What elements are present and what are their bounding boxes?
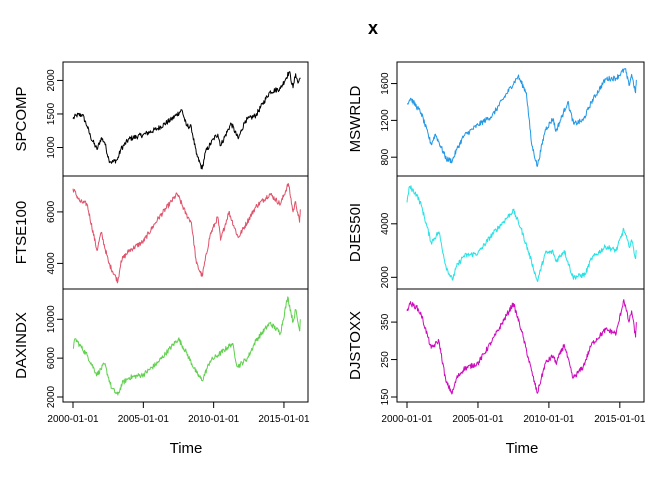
x-tick-label: 2010-01-01 (188, 414, 240, 425)
y-tick-label: 2000 (46, 385, 57, 408)
panel-djstoxx: 150 250 350 DJSTOXX 2000-01-01 2005-01-01 2010… (347, 288, 646, 425)
y-tick-label: 250 (380, 351, 391, 368)
panel-djes50i: 2000 4000 DJES50I (347, 175, 645, 290)
series-label-mswrld: MSWRLD (347, 86, 364, 153)
panel-frame (62, 175, 309, 290)
x-tick-label: 2015-01-01 (594, 414, 646, 425)
y-tick-label: 1600 (380, 72, 391, 95)
series-line-djes50i (406, 185, 637, 282)
panel-frame (62, 61, 309, 177)
y-tick-label: 2000 (380, 266, 391, 289)
x-tick-label: 2010-01-01 (523, 414, 575, 425)
x-tick-label: 2000-01-01 (381, 414, 433, 425)
x-axis-title-left: Time (170, 440, 203, 457)
x-tick-label: 2015-01-01 (258, 414, 310, 425)
y-tick-label: 350 (380, 313, 391, 330)
series-line-daxindx (72, 296, 301, 396)
y-tick-label: 10000 (46, 305, 57, 333)
series-label-ftse100: FTSE100 (13, 201, 30, 264)
series-label-djes50i: DJES50I (347, 203, 364, 262)
series-line-ftse100 (72, 183, 301, 284)
y-tick-label: 800 (380, 148, 391, 165)
x-tick-label: 2000-01-01 (47, 414, 99, 425)
series-line-spcomp (72, 71, 301, 170)
series-line-mswrld (406, 68, 637, 167)
y-tick-label: 1500 (46, 102, 57, 125)
chart-title: x (368, 18, 378, 38)
y-tick-label: 4000 (380, 212, 391, 235)
series-label-djstoxx: DJSTOXX (347, 311, 364, 380)
panel-ftse100: 4000 6000 FTSE100 (13, 175, 309, 290)
panel-daxindx: 2000 6000 10000 DAXINDX 2000-01-01 2005-01-01… (13, 288, 310, 425)
y-tick-label: 6000 (46, 200, 57, 223)
panel-mswrld: 800 1200 1600 MSWRLD (347, 61, 645, 177)
panels-group: 1000 1500 2000 SPCOMP 4000 6000 FTSE100 2000 600… (13, 61, 646, 425)
x-axis-title-right: Time (506, 440, 539, 457)
y-tick-label: 6000 (46, 347, 57, 370)
series-label-spcomp: SPCOMP (13, 86, 30, 151)
series-label-daxindx: DAXINDX (13, 312, 30, 379)
panel-spcomp: 1000 1500 2000 SPCOMP (13, 61, 309, 177)
x-tick-label: 2005-01-01 (452, 414, 504, 425)
panel-frame (62, 288, 309, 403)
y-tick-label: 2000 (46, 69, 57, 92)
series-line-djstoxx (406, 299, 637, 395)
y-tick-label: 4000 (46, 252, 57, 275)
y-tick-label: 1200 (380, 109, 391, 132)
panel-frame (396, 175, 645, 290)
y-tick-label: 1000 (46, 136, 57, 159)
y-tick-label: 150 (380, 388, 391, 405)
x-tick-label: 2005-01-01 (118, 414, 170, 425)
